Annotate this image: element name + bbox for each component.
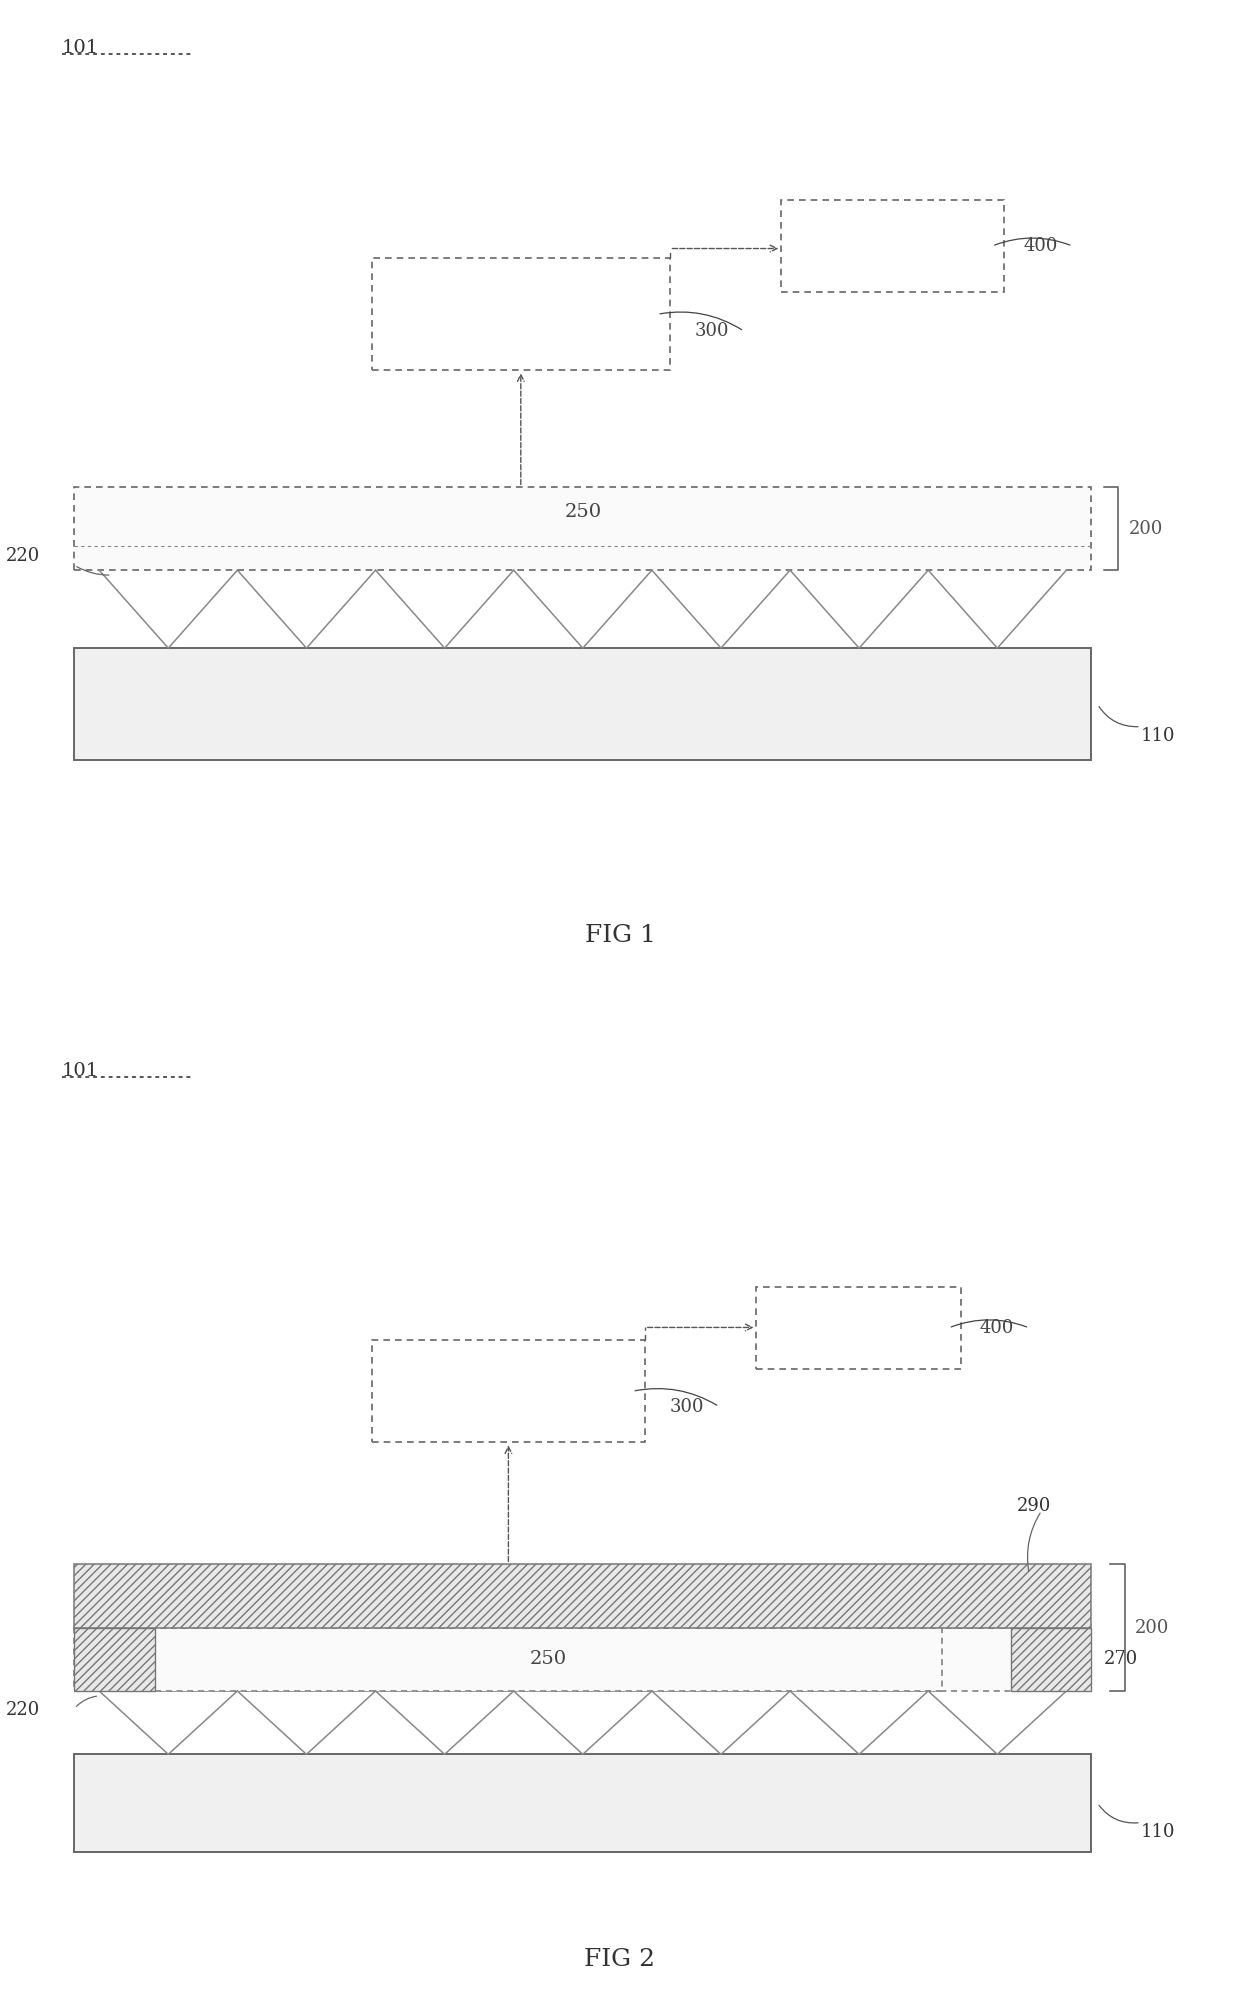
- Text: 200: 200: [1128, 519, 1163, 537]
- Text: FIG 2: FIG 2: [584, 1948, 656, 1970]
- Bar: [756, 1287, 961, 1369]
- Text: 270: 270: [1104, 1650, 1138, 1668]
- Bar: [74, 1628, 155, 1690]
- Bar: [372, 1341, 645, 1443]
- Bar: [74, 1628, 1091, 1690]
- Text: 290: 290: [1017, 1497, 1052, 1514]
- Text: 110: 110: [1141, 1824, 1176, 1842]
- Text: 300: 300: [670, 1399, 704, 1417]
- Text: 220: 220: [6, 547, 41, 565]
- Text: 250: 250: [564, 503, 601, 521]
- Text: 200: 200: [1135, 1618, 1169, 1636]
- Bar: [74, 1754, 1091, 1852]
- Text: 400: 400: [980, 1319, 1014, 1337]
- Text: 400: 400: [1023, 238, 1058, 256]
- Bar: [155, 1628, 942, 1690]
- Text: 101: 101: [62, 40, 99, 58]
- Text: 250: 250: [531, 1650, 567, 1668]
- Text: 300: 300: [694, 322, 729, 340]
- Text: 220: 220: [6, 1702, 41, 1720]
- Bar: [74, 488, 1091, 569]
- Text: 101: 101: [62, 1063, 99, 1081]
- Bar: [1011, 1628, 1091, 1690]
- Bar: [74, 1564, 1091, 1628]
- Bar: [74, 647, 1091, 759]
- Text: FIG 1: FIG 1: [584, 925, 656, 947]
- Bar: [372, 258, 670, 370]
- Bar: [781, 200, 1004, 292]
- Text: 110: 110: [1141, 727, 1176, 745]
